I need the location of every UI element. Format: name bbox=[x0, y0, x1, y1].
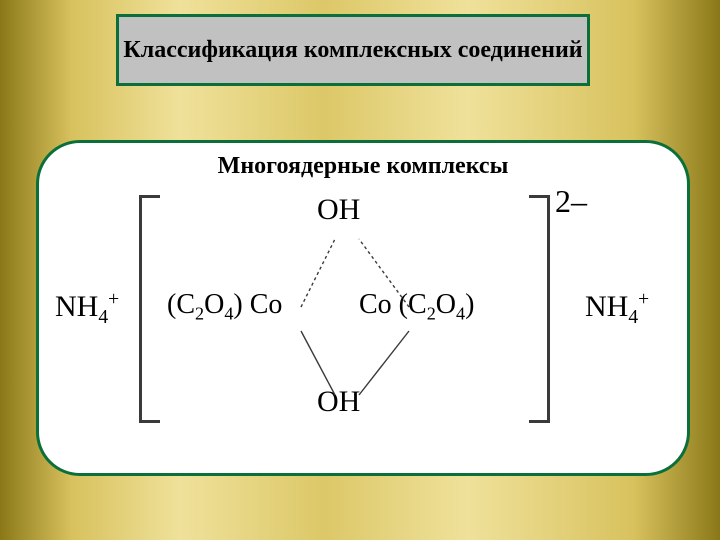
metal-right-block: Co (C2O4) bbox=[359, 289, 474, 325]
left-counterion: NH4+ bbox=[55, 289, 119, 329]
bracket-left-icon bbox=[139, 195, 160, 423]
content-panel: Многоядерные комплексы 2– NH4+ NH4+ OH O… bbox=[36, 140, 690, 476]
slide: Классификация комплексных соединений Мно… bbox=[0, 0, 720, 540]
bracket-right-icon bbox=[529, 195, 550, 423]
chemical-formula: 2– NH4+ NH4+ OH OH (C2O4) Co Co (C2O4) bbox=[39, 189, 687, 473]
bridge-top: OH bbox=[317, 193, 360, 227]
metal-left-block: (C2O4) Co bbox=[167, 289, 282, 325]
title-box: Классификация комплексных соединений bbox=[116, 14, 590, 86]
slide-title: Классификация комплексных соединений bbox=[123, 37, 582, 63]
right-counterion: NH4+ bbox=[585, 289, 649, 329]
overall-charge: 2– bbox=[555, 183, 587, 220]
panel-subtitle: Многоядерные комплексы bbox=[39, 153, 687, 180]
bridge-bottom: OH bbox=[317, 385, 360, 419]
